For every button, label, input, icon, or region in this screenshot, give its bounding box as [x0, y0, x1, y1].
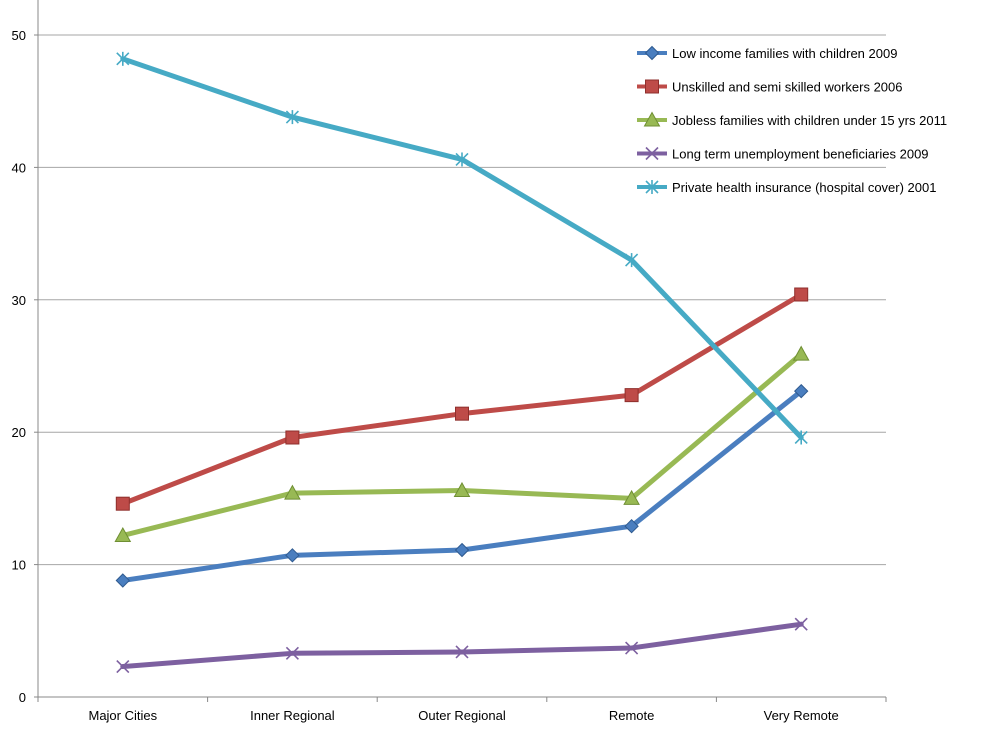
series-1 [115, 383, 809, 588]
y-tick-label: 30 [12, 293, 26, 308]
legend-label: Unskilled and semi skilled workers 2006 [672, 80, 903, 95]
legend-item: Jobless families with children under 15 … [637, 111, 947, 128]
data-point [116, 659, 130, 674]
data-point [285, 548, 300, 563]
data-point [455, 152, 469, 167]
legend-marker [643, 111, 661, 127]
x-tick-label: Outer Regional [418, 708, 506, 723]
y-axis: 0 10 20 30 40 50 [12, 28, 38, 705]
data-point [623, 489, 640, 505]
data-point [794, 617, 808, 631]
data-point [793, 383, 809, 399]
legend-label: Jobless families with children under 15 … [672, 113, 947, 128]
legend-label: Low income families with children 2009 [672, 46, 897, 61]
series-group [114, 51, 810, 674]
series-line [120, 621, 804, 670]
series-line [120, 351, 804, 538]
legend-item: Low income families with children 2009 [637, 45, 897, 61]
series-5 [116, 51, 808, 445]
data-point [284, 484, 301, 500]
data-point [624, 388, 639, 403]
data-point [794, 430, 808, 445]
data-point [115, 496, 130, 511]
y-tick-label: 10 [12, 558, 26, 573]
y-tick-label: 50 [12, 28, 26, 43]
data-point [453, 481, 471, 497]
legend-label: Long term unemployment beneficiaries 200… [672, 147, 929, 162]
legend-marker [645, 79, 659, 94]
y-tick-label: 40 [12, 160, 26, 175]
data-point [455, 645, 469, 659]
data-point [624, 518, 639, 534]
data-point [285, 646, 299, 660]
legend-marker [644, 45, 660, 61]
data-point [285, 430, 300, 445]
legend-item: Unskilled and semi skilled workers 2006 [637, 79, 903, 95]
legend: Low income families with children 2009 Un… [637, 45, 947, 195]
legend-item: Private health insurance (hospital cover… [637, 180, 936, 195]
legend-marker [645, 180, 659, 194]
legend-label: Private health insurance (hospital cover… [672, 180, 936, 195]
data-point [115, 573, 131, 588]
legend-item: Long term unemployment beneficiaries 200… [637, 147, 929, 162]
x-axis: Major Cities Inner Regional Outer Regional… [37, 697, 887, 723]
legend-marker [645, 146, 659, 161]
series-2 [115, 287, 809, 511]
data-point [625, 253, 639, 268]
y-tick-label: 20 [12, 425, 26, 440]
x-tick-label: Very Remote [764, 708, 839, 723]
data-point [454, 542, 470, 558]
grid-lines [38, 34, 886, 566]
data-point [625, 641, 639, 655]
x-tick-label: Remote [609, 708, 655, 723]
y-tick-label: 0 [19, 690, 26, 705]
data-point [792, 345, 810, 361]
x-tick-label: Major Cities [88, 708, 157, 723]
x-tick-label: Inner Regional [250, 708, 335, 723]
series-4 [116, 617, 808, 674]
data-point [455, 406, 469, 421]
data-point [116, 51, 130, 66]
data-point [114, 526, 132, 542]
data-point [794, 287, 809, 302]
data-point [285, 110, 299, 125]
series-3 [114, 345, 810, 542]
